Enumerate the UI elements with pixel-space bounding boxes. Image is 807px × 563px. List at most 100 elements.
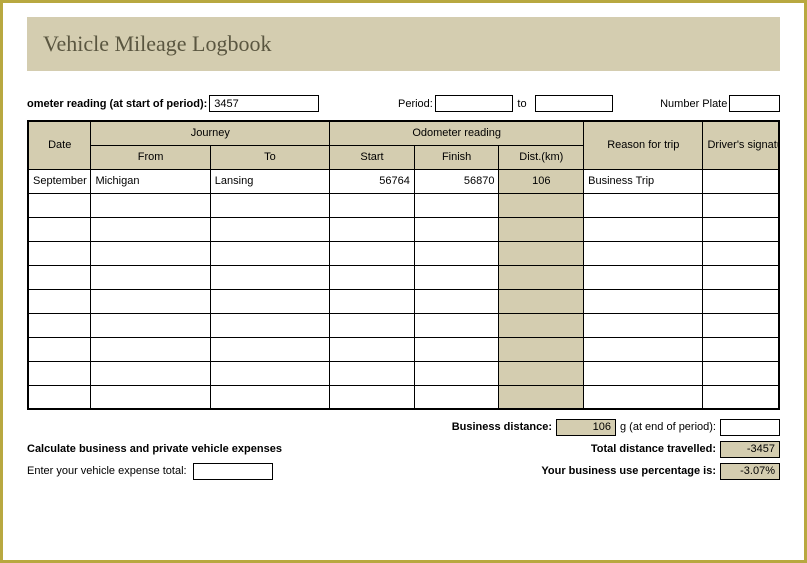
cell-to[interactable] xyxy=(210,265,329,289)
cell-reason[interactable] xyxy=(584,385,703,409)
cell-dist[interactable] xyxy=(499,193,584,217)
cell-reason[interactable] xyxy=(584,241,703,265)
cell-signature[interactable] xyxy=(703,361,779,385)
th-reason: Reason for trip xyxy=(584,121,703,169)
cell-date[interactable] xyxy=(28,289,91,313)
cell-reason[interactable] xyxy=(584,217,703,241)
cell-signature[interactable] xyxy=(703,313,779,337)
cell-dist[interactable] xyxy=(499,241,584,265)
cell-start[interactable] xyxy=(330,337,415,361)
cell-to[interactable] xyxy=(210,217,329,241)
cell-dist[interactable] xyxy=(499,361,584,385)
th-to: To xyxy=(210,145,329,169)
cell-to[interactable] xyxy=(210,385,329,409)
cell-reason[interactable] xyxy=(584,337,703,361)
cell-from[interactable] xyxy=(91,241,210,265)
cell-from[interactable] xyxy=(91,217,210,241)
cell-start[interactable] xyxy=(330,385,415,409)
cell-from[interactable] xyxy=(91,385,210,409)
cell-finish[interactable] xyxy=(414,289,499,313)
cell-signature[interactable] xyxy=(703,337,779,361)
cell-reason[interactable]: Business Trip xyxy=(584,169,703,193)
cell-from[interactable] xyxy=(91,193,210,217)
cell-dist[interactable] xyxy=(499,337,584,361)
business-distance-value: 106 xyxy=(556,419,616,436)
plate-input[interactable] xyxy=(729,95,780,112)
cell-reason[interactable] xyxy=(584,265,703,289)
cell-to[interactable] xyxy=(210,361,329,385)
table-row xyxy=(28,289,779,313)
cell-signature[interactable] xyxy=(703,385,779,409)
cell-to[interactable] xyxy=(210,337,329,361)
cell-dist[interactable]: 106 xyxy=(499,169,584,193)
cell-signature[interactable] xyxy=(703,193,779,217)
cell-date[interactable] xyxy=(28,337,91,361)
th-dist: Dist.(km) xyxy=(499,145,584,169)
calc-heading: Calculate business and private vehicle e… xyxy=(27,443,282,455)
cell-finish[interactable] xyxy=(414,361,499,385)
cell-finish[interactable] xyxy=(414,241,499,265)
cell-signature[interactable] xyxy=(703,289,779,313)
cell-signature[interactable] xyxy=(703,169,779,193)
cell-reason[interactable] xyxy=(584,289,703,313)
cell-to[interactable]: Lansing xyxy=(210,169,329,193)
cell-dist[interactable] xyxy=(499,265,584,289)
table-row xyxy=(28,241,779,265)
th-from: From xyxy=(91,145,210,169)
cell-finish[interactable] xyxy=(414,313,499,337)
cell-reason[interactable] xyxy=(584,361,703,385)
cell-to[interactable] xyxy=(210,289,329,313)
cell-start[interactable] xyxy=(330,265,415,289)
mileage-table: Date Journey Odometer reading Reason for… xyxy=(27,120,780,410)
plate-label: Number Plate xyxy=(660,98,727,110)
cell-finish[interactable] xyxy=(414,337,499,361)
period-start-input[interactable] xyxy=(435,95,514,112)
cell-date[interactable]: September xyxy=(28,169,91,193)
cell-start[interactable] xyxy=(330,241,415,265)
cell-start[interactable] xyxy=(330,217,415,241)
cell-date[interactable] xyxy=(28,265,91,289)
cell-date[interactable] xyxy=(28,361,91,385)
cell-signature[interactable] xyxy=(703,265,779,289)
cell-reason[interactable] xyxy=(584,313,703,337)
odometer-start-input[interactable]: 3457 xyxy=(209,95,318,112)
cell-start[interactable]: 56764 xyxy=(330,169,415,193)
cell-date[interactable] xyxy=(28,241,91,265)
cell-start[interactable] xyxy=(330,193,415,217)
cell-to[interactable] xyxy=(210,241,329,265)
cell-finish[interactable]: 56870 xyxy=(414,169,499,193)
cell-finish[interactable] xyxy=(414,193,499,217)
cell-signature[interactable] xyxy=(703,217,779,241)
cell-from[interactable] xyxy=(91,265,210,289)
table-row xyxy=(28,193,779,217)
cell-to[interactable] xyxy=(210,313,329,337)
cell-to[interactable] xyxy=(210,193,329,217)
cell-date[interactable] xyxy=(28,313,91,337)
cell-from[interactable] xyxy=(91,313,210,337)
cell-date[interactable] xyxy=(28,217,91,241)
cell-dist[interactable] xyxy=(499,217,584,241)
cell-date[interactable] xyxy=(28,385,91,409)
cell-signature[interactable] xyxy=(703,241,779,265)
cell-from[interactable] xyxy=(91,361,210,385)
table-row xyxy=(28,217,779,241)
end-period-value[interactable] xyxy=(720,419,780,436)
cell-dist[interactable] xyxy=(499,289,584,313)
cell-from[interactable] xyxy=(91,337,210,361)
cell-start[interactable] xyxy=(330,313,415,337)
period-to-text: to xyxy=(517,98,526,110)
cell-finish[interactable] xyxy=(414,217,499,241)
cell-finish[interactable] xyxy=(414,385,499,409)
period-end-input[interactable] xyxy=(535,95,614,112)
cell-start[interactable] xyxy=(330,361,415,385)
business-distance-label: Business distance: xyxy=(452,421,552,433)
cell-from[interactable] xyxy=(91,289,210,313)
cell-date[interactable] xyxy=(28,193,91,217)
cell-start[interactable] xyxy=(330,289,415,313)
cell-finish[interactable] xyxy=(414,265,499,289)
cell-from[interactable]: Michigan xyxy=(91,169,210,193)
cell-reason[interactable] xyxy=(584,193,703,217)
expense-input[interactable] xyxy=(193,463,273,480)
cell-dist[interactable] xyxy=(499,313,584,337)
cell-dist[interactable] xyxy=(499,385,584,409)
